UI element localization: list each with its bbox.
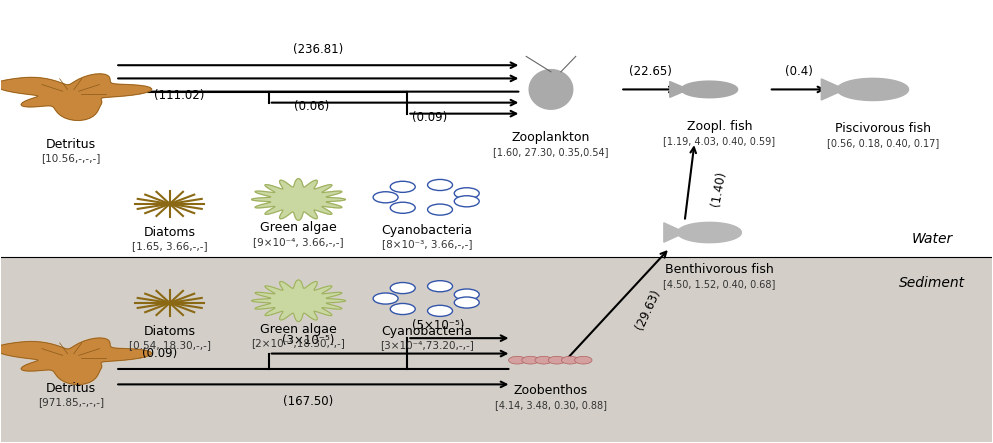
Polygon shape (681, 81, 738, 98)
Circle shape (454, 297, 480, 308)
Circle shape (454, 188, 480, 199)
Circle shape (390, 202, 415, 214)
Text: Sediment: Sediment (899, 276, 965, 290)
Circle shape (508, 356, 526, 364)
Text: Zooplankton: Zooplankton (511, 131, 590, 144)
Text: (0.06): (0.06) (294, 101, 329, 113)
Text: Zoobenthos: Zoobenthos (514, 385, 588, 397)
Polygon shape (837, 78, 909, 101)
Circle shape (428, 305, 453, 316)
Text: (29.63): (29.63) (634, 288, 663, 332)
Circle shape (390, 283, 415, 294)
Circle shape (166, 202, 173, 206)
Polygon shape (0, 338, 152, 385)
Text: [971.85,-,-,-]: [971.85,-,-,-] (38, 397, 103, 408)
Circle shape (428, 204, 453, 215)
Text: Diatoms: Diatoms (144, 325, 196, 338)
Text: [0.54, 18.30,-,-]: [0.54, 18.30,-,-] (129, 340, 211, 350)
Text: [9×10⁻⁴, 3.66,-,-]: [9×10⁻⁴, 3.66,-,-] (253, 237, 344, 247)
Text: (111.02): (111.02) (155, 89, 205, 102)
Text: (0.09): (0.09) (142, 347, 178, 360)
Text: (236.81): (236.81) (293, 43, 344, 56)
Text: Green algae: Green algae (260, 323, 337, 336)
Circle shape (521, 356, 539, 364)
Text: Detritus: Detritus (46, 382, 95, 395)
Circle shape (548, 356, 566, 364)
Text: [8×10⁻³, 3.66,-,-]: [8×10⁻³, 3.66,-,-] (382, 239, 473, 249)
Polygon shape (529, 70, 573, 109)
Text: (22.65): (22.65) (629, 66, 671, 78)
Text: [0.56, 0.18, 0.40, 0.17]: [0.56, 0.18, 0.40, 0.17] (826, 138, 938, 148)
Text: Piscivorous fish: Piscivorous fish (835, 122, 930, 136)
Circle shape (166, 301, 173, 304)
FancyBboxPatch shape (1, 256, 992, 442)
Circle shape (535, 356, 552, 364)
Circle shape (561, 356, 579, 364)
Text: (0.09): (0.09) (412, 112, 448, 124)
Text: Detritus: Detritus (46, 138, 95, 151)
Polygon shape (677, 222, 742, 243)
Polygon shape (821, 79, 842, 100)
Text: Water: Water (912, 232, 953, 246)
Circle shape (428, 281, 453, 292)
Polygon shape (664, 223, 682, 242)
Text: [4.50, 1.52, 0.40, 0.68]: [4.50, 1.52, 0.40, 0.68] (663, 279, 776, 289)
Circle shape (428, 179, 453, 190)
Text: Cyanobacteria: Cyanobacteria (381, 325, 473, 338)
Text: (1.40): (1.40) (709, 170, 728, 207)
Text: Zoopl. fish: Zoopl. fish (686, 120, 752, 133)
Text: Benthivorous fish: Benthivorous fish (665, 263, 774, 276)
Circle shape (390, 303, 415, 315)
Text: [1.60, 27.30, 0.35,0.54]: [1.60, 27.30, 0.35,0.54] (494, 147, 609, 157)
Text: Diatoms: Diatoms (144, 226, 196, 239)
Text: Cyanobacteria: Cyanobacteria (381, 224, 473, 237)
Circle shape (373, 192, 398, 203)
Circle shape (390, 181, 415, 192)
Text: (3×10⁻⁵): (3×10⁻⁵) (282, 334, 335, 347)
Polygon shape (251, 179, 346, 220)
Text: [1.65, 3.66,-,-]: [1.65, 3.66,-,-] (132, 241, 208, 251)
Text: [4.14, 3.48, 0.30, 0.88]: [4.14, 3.48, 0.30, 0.88] (495, 400, 607, 410)
Circle shape (454, 289, 480, 300)
Circle shape (373, 293, 398, 304)
Text: [3×10⁻⁴,73.20,-,-]: [3×10⁻⁴,73.20,-,-] (380, 340, 474, 350)
Circle shape (454, 196, 480, 207)
Text: (167.50): (167.50) (283, 396, 334, 408)
Text: Green algae: Green algae (260, 222, 337, 234)
Circle shape (575, 356, 592, 364)
Polygon shape (670, 82, 686, 97)
Text: (0.4): (0.4) (784, 66, 812, 78)
Polygon shape (251, 280, 346, 322)
Text: [10.56,-,-,-]: [10.56,-,-,-] (41, 153, 100, 163)
Text: [1.19, 4.03, 0.40, 0.59]: [1.19, 4.03, 0.40, 0.59] (663, 136, 776, 146)
Polygon shape (0, 74, 152, 120)
Text: (5×10⁻⁵): (5×10⁻⁵) (412, 319, 465, 331)
Text: [2×10⁻⁴,18.30,-,-]: [2×10⁻⁴,18.30,-,-] (251, 338, 346, 348)
